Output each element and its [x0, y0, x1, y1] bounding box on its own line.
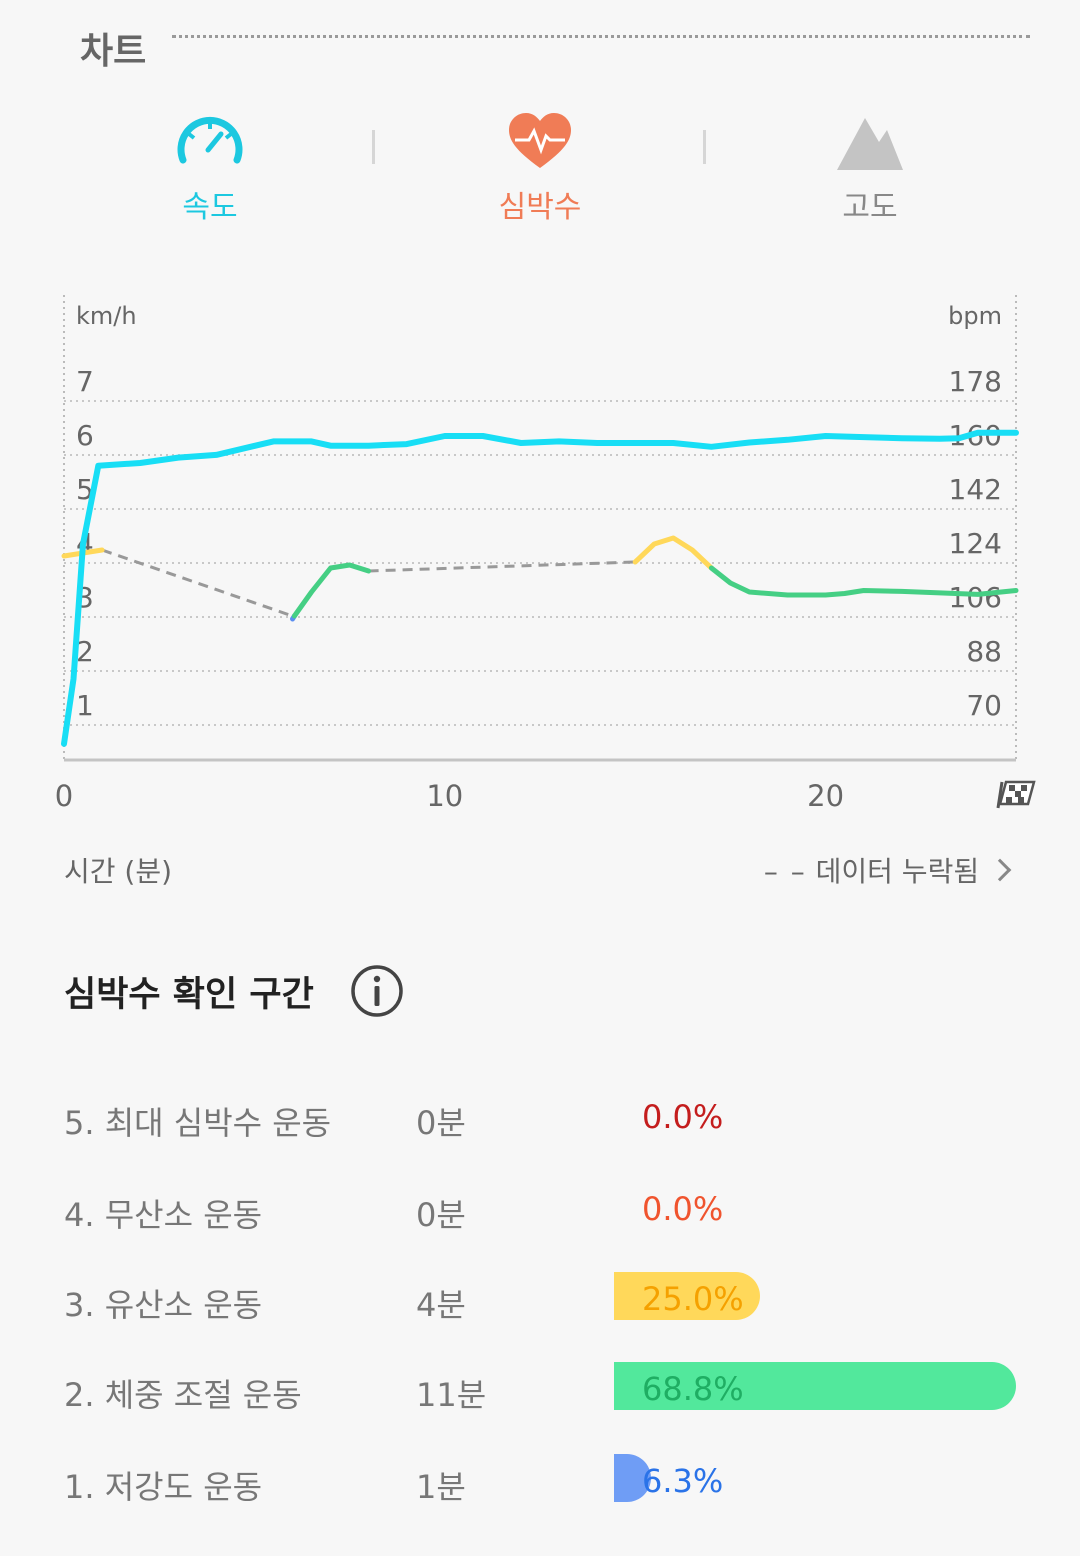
left-tick-label: 6 [76, 419, 94, 452]
tab-speed-label: 속도 [182, 190, 238, 225]
zone-name: 1. 저강도 운동 [64, 1468, 263, 1506]
tab-altitude[interactable]: 고도 [770, 110, 970, 226]
right-tick-label: 106 [949, 581, 1002, 614]
zone-name: 3. 유산소 운동 [64, 1286, 263, 1324]
x-tick-label: 20 [807, 779, 844, 813]
heart-rate-segment [291, 562, 372, 619]
x-axis-label: 시간 (분) [64, 855, 173, 888]
heart-rate-segment [632, 535, 714, 571]
left-tick-label: 1 [76, 689, 94, 722]
finish-flag-icon [996, 780, 1036, 809]
left-tick-label: 7 [76, 365, 94, 398]
zone-percent: 25.0% [642, 1280, 744, 1318]
zone-name: 5. 최대 심박수 운동 [64, 1104, 332, 1142]
left-axis-unit: km/h [76, 302, 137, 330]
zone-minutes: 0분 [416, 1104, 466, 1142]
speed-line [61, 429, 1019, 747]
zone-minutes: 11분 [416, 1376, 487, 1414]
x-tick-label: 10 [426, 779, 463, 813]
zone-minutes: 1분 [416, 1468, 466, 1506]
right-tick-label: 142 [949, 473, 1002, 506]
zone-row: 1. 저강도 운동 1분 6.3% [64, 1454, 1024, 1510]
tab-speed[interactable]: 속도 [110, 110, 310, 226]
zone-minutes: 0분 [416, 1196, 466, 1234]
tab-separator [703, 130, 706, 164]
chart-section-header: 차트 [80, 22, 1030, 72]
tab-separator [372, 130, 375, 164]
tab-heart-rate-label: 심박수 [498, 190, 582, 225]
zone-row: 2. 체중 조절 운동 11분 68.8% [64, 1362, 1024, 1418]
tab-altitude-label: 고도 [842, 190, 898, 225]
zone-bar [614, 1362, 1016, 1410]
zone-minutes: 4분 [416, 1286, 466, 1324]
zone-row: 4. 무산소 운동 0분 0.0% [64, 1182, 1024, 1238]
x-tick-label: 0 [55, 779, 73, 813]
zone-percent: 0.0% [642, 1190, 724, 1228]
zone-bar [614, 1272, 760, 1320]
zone-percent: 68.8% [642, 1370, 744, 1408]
right-tick-label: 70 [966, 689, 1002, 722]
zone-percent: 6.3% [642, 1462, 724, 1500]
zone-bar [614, 1454, 651, 1502]
heart-icon [509, 113, 571, 168]
zone-row: 5. 최대 심박수 운동 0분 0.0% [64, 1090, 1024, 1146]
info-icon[interactable] [350, 964, 404, 1018]
right-axis-unit: bpm [948, 302, 1002, 330]
zone-name: 4. 무산소 운동 [64, 1196, 263, 1234]
missing-data-line [101, 548, 293, 618]
missing-data-line [368, 560, 636, 573]
chevron-right-icon [988, 858, 1012, 882]
mountain-icon [837, 118, 903, 170]
right-tick-label: 124 [949, 527, 1002, 560]
missing-data-label: 데이터 누락됨 [815, 855, 980, 888]
metric-tabs: 속도 심박수 고도 [0, 110, 1080, 230]
missing-data-link[interactable]: – – 데이터 누락됨 [763, 850, 1012, 890]
speedometer-icon [177, 116, 243, 164]
right-tick-label: 88 [966, 635, 1002, 668]
zone-name: 2. 체중 조절 운동 [64, 1376, 302, 1414]
zone-row: 3. 유산소 운동 4분 25.0% [64, 1272, 1024, 1328]
dashed-line-legend: – – [763, 855, 807, 888]
section-divider [172, 35, 1030, 38]
heart-rate-segment [708, 565, 1019, 598]
right-tick-label: 178 [949, 365, 1002, 398]
heart-rate-zones-title: 심박수 확인 구간 [64, 975, 314, 1015]
tab-heart-rate[interactable]: 심박수 [440, 110, 640, 226]
left-tick-label: 2 [76, 635, 94, 668]
section-title: 차트 [80, 31, 147, 72]
zone-percent: 0.0% [642, 1098, 724, 1136]
